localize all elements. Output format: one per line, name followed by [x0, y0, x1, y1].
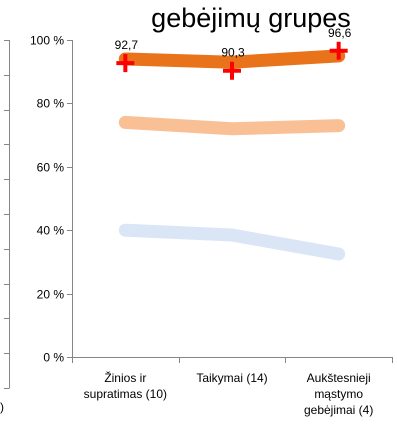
data-label: 96,6: [328, 26, 352, 40]
data-label: 90,3: [221, 46, 245, 60]
chart-title: gebėjimų grupes: [151, 3, 351, 33]
y-tick-label: 80 %: [37, 97, 65, 111]
left-fragment-text: ): [0, 400, 4, 414]
category-labels: Žinios ir supratimas (10) Taikymai (14) Auk…: [84, 370, 374, 417]
left-fragment-ticks: [4, 40, 10, 389]
data-label: 92,7: [115, 38, 139, 52]
category-label: Žinios ir supratimas (10): [84, 370, 167, 401]
x-ticks: [72, 357, 393, 363]
series-lines: [118, 49, 346, 261]
point-labels: 92,7 90,3 96,6: [115, 26, 352, 60]
series-line: [118, 223, 346, 261]
y-tick-label: 20 %: [37, 288, 65, 302]
category-label: Aukštesnieji mąstymo gebėjimai (4): [304, 371, 373, 417]
y-tick-label: 40 %: [37, 224, 65, 238]
y-ticks: 0 % 20 % 40 % 60 % 80 % 100 %: [30, 34, 72, 365]
y-tick-label: 100 %: [30, 34, 64, 48]
series-line: [118, 115, 346, 136]
point-markers: [116, 41, 348, 80]
y-tick-label: 0 %: [43, 351, 64, 365]
y-tick-label: 60 %: [37, 161, 65, 175]
category-label: Taikymai (14): [196, 371, 267, 385]
